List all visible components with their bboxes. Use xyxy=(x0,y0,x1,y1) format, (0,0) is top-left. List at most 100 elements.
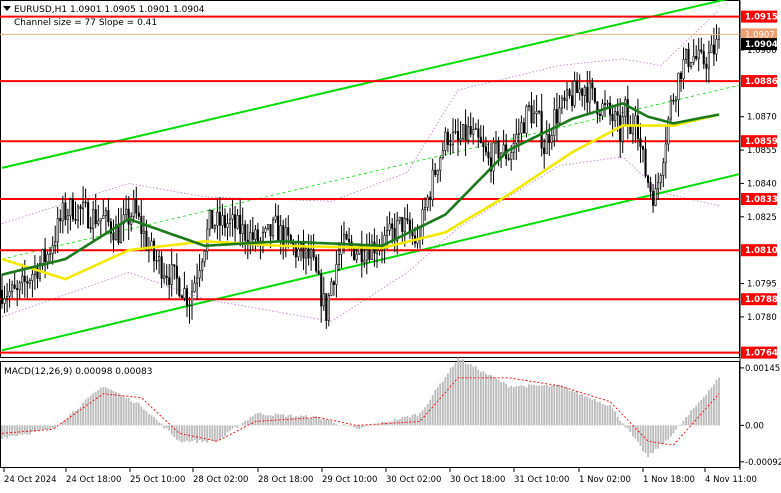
candle-body xyxy=(51,245,54,255)
macd-bar xyxy=(477,369,480,426)
macd-bar xyxy=(13,425,16,436)
macd-bar xyxy=(340,424,343,426)
candle-body xyxy=(92,209,95,229)
candle-body xyxy=(588,82,591,103)
price-axis[interactable]: 1.0900 1.0870 1.0855 1.0840 1.0825 1.0795 1.07… xyxy=(739,0,778,470)
symbol-dropdown-icon[interactable] xyxy=(3,6,11,11)
macd-bar xyxy=(462,359,464,426)
candle-body xyxy=(155,260,158,262)
candle-body xyxy=(479,136,482,144)
macd-bar xyxy=(79,406,82,426)
macd-bar xyxy=(244,420,247,426)
candle-body xyxy=(591,82,594,89)
macd-bar xyxy=(312,416,315,426)
channel-info: Channel size = 77 Slope = 0.41 xyxy=(14,18,157,28)
macd-bar xyxy=(135,402,138,426)
candle-body xyxy=(573,80,576,106)
time-tick-label: 24 Oct 18:00 xyxy=(66,475,121,485)
candle-body xyxy=(109,221,112,234)
candle-body xyxy=(429,196,432,201)
macd-bar xyxy=(647,425,649,458)
macd-bar xyxy=(444,376,447,426)
macd-bar xyxy=(338,425,340,426)
band-lower xyxy=(1,156,720,322)
candle-body xyxy=(239,215,242,235)
macd-bar xyxy=(295,416,297,426)
candle-body xyxy=(178,277,181,297)
candle-body xyxy=(97,220,100,225)
candle-body xyxy=(510,152,513,160)
macd-bar xyxy=(548,386,551,426)
macd-bar xyxy=(29,425,31,435)
macd-bar xyxy=(404,416,406,426)
macd-bar xyxy=(8,425,11,437)
price-tick-label: 1.0795 xyxy=(747,280,777,290)
time-tick-label: 30 Oct 02:00 xyxy=(386,475,441,485)
macd-bar xyxy=(16,425,19,436)
candle-body xyxy=(302,243,305,259)
candle-body xyxy=(532,113,536,124)
macd-bar xyxy=(279,414,282,426)
ma-fast-line xyxy=(1,102,720,276)
level-price-box xyxy=(741,135,777,148)
candle-body xyxy=(477,128,480,138)
candle-body xyxy=(664,143,667,164)
price-pane[interactable]: EURUSD,H1 1.0901 1.0905 1.0901 1.0904 Ch… xyxy=(0,0,758,358)
macd-bar xyxy=(588,397,591,426)
marker-price-label: 1.0907 xyxy=(745,30,775,40)
macd-bar xyxy=(208,425,211,440)
macd-bar xyxy=(480,372,482,426)
macd-bar xyxy=(713,384,715,426)
time-axis[interactable]: 24 Oct 2024 24 Oct 18:00 25 Oct 10:00 28 Oc… xyxy=(3,468,757,485)
candle-body xyxy=(646,175,650,183)
macd-bar xyxy=(421,410,424,426)
macd-bar xyxy=(599,401,601,426)
candle-body xyxy=(553,109,556,136)
macd-bar xyxy=(606,405,609,426)
candle-body xyxy=(398,217,401,221)
candle-body xyxy=(13,284,16,289)
levels-layer xyxy=(0,15,740,354)
macd-bar xyxy=(431,395,434,426)
price-tick-label: 1.0840 xyxy=(747,179,777,189)
macd-bar xyxy=(302,416,305,426)
macd-bar xyxy=(277,414,280,426)
macd-bar xyxy=(391,421,394,426)
macd-bar xyxy=(140,406,143,426)
macd-bar xyxy=(654,425,657,449)
price-tick-label: 1.0900 xyxy=(747,46,777,56)
macd-bar xyxy=(690,410,692,426)
candle-body xyxy=(565,89,569,101)
candle-body xyxy=(375,249,379,254)
level-price-label: 1.0859 xyxy=(745,137,778,147)
candle-body xyxy=(33,267,37,275)
macd-bar xyxy=(335,424,338,426)
macd-bar xyxy=(132,403,135,426)
macd-bar xyxy=(287,415,290,426)
candle-body xyxy=(363,259,366,263)
candle-body xyxy=(555,109,558,124)
current-price-label: 1.0904 xyxy=(745,40,778,50)
macd-bar xyxy=(330,421,333,426)
candle-body xyxy=(99,218,102,222)
candle-body xyxy=(198,270,201,279)
price-tick-label: 1.0870 xyxy=(747,113,777,123)
candle-body xyxy=(672,99,675,102)
candle-body xyxy=(692,56,695,63)
macd-bar xyxy=(416,415,419,426)
macd-bar xyxy=(34,425,36,432)
candle-body xyxy=(71,199,74,220)
candle-body xyxy=(548,134,551,143)
macd-bar xyxy=(363,425,366,427)
candle-body xyxy=(550,135,553,143)
macd-bar xyxy=(127,397,130,426)
macd-bar xyxy=(6,425,8,439)
macd-pane[interactable]: MACD(12,26,9) 0.00098 0.00083 xyxy=(0,357,740,468)
candle-body xyxy=(353,247,356,260)
candle-body xyxy=(538,111,541,113)
macd-bar xyxy=(376,424,378,426)
macd-bar xyxy=(272,416,274,426)
macd-bar xyxy=(614,411,616,426)
